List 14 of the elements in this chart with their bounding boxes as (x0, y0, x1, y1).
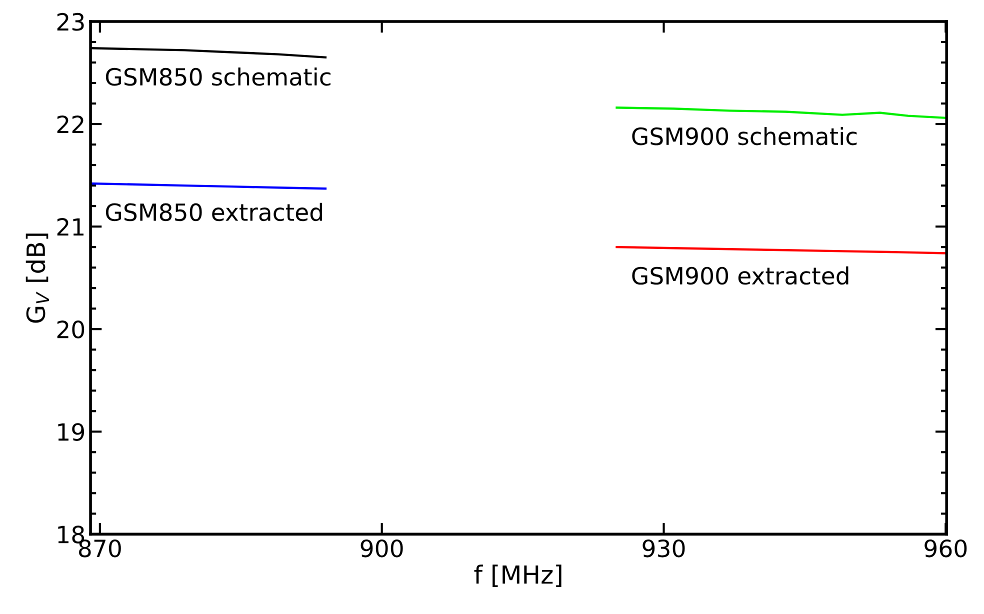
x-axis-title: f [MHz] (474, 564, 562, 587)
series-label: GSM900 extracted (632, 266, 848, 285)
y-tick-label: 20 (57, 320, 84, 338)
series-label: GSM850 schematic (106, 67, 330, 86)
y-tick-label: 23 (57, 12, 84, 31)
series-label: GSM900 schematic (632, 126, 857, 146)
y-tick-label: 21 (57, 218, 84, 236)
x-tick-label: 960 (924, 539, 967, 558)
y-tick-label: 22 (57, 115, 84, 133)
series-label: GSM850 extracted (106, 202, 322, 222)
x-tick-label: 930 (642, 539, 685, 558)
x-tick-label: 900 (360, 539, 403, 558)
y-axis-title: G$_{V}$ [dB] (26, 234, 49, 323)
y-tick-label: 19 (58, 423, 84, 441)
